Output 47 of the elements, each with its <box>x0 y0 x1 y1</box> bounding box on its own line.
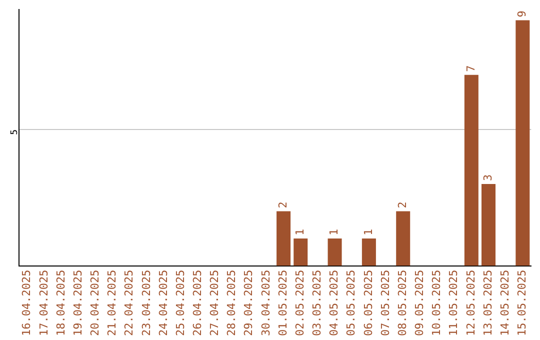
x-tick-label: 10.05.2025 <box>430 270 444 336</box>
x-tick-label: 08.05.2025 <box>396 270 409 336</box>
x-tick-label: 14.05.2025 <box>498 270 512 336</box>
x-tick-label: 13.05.2025 <box>481 270 494 336</box>
bar <box>328 238 342 266</box>
data-label: 1 <box>328 228 341 236</box>
x-tick-label: 05.05.2025 <box>344 270 358 336</box>
x-tick-label: 25.04.2025 <box>174 270 187 336</box>
x-tick-label: 30.04.2025 <box>259 270 272 336</box>
x-tick-label: 24.04.2025 <box>156 270 170 336</box>
x-tick-label: 09.05.2025 <box>413 270 426 336</box>
data-label: 7 <box>464 65 478 72</box>
x-tick-label: 01.05.2025 <box>276 270 290 336</box>
bar <box>464 74 478 266</box>
x-tick-label: 16.04.2025 <box>20 270 34 336</box>
y-tick-label: 5 <box>10 129 20 135</box>
data-label: 9 <box>516 10 529 18</box>
data-label: 2 <box>396 202 409 208</box>
x-tick-label: 28.04.2025 <box>225 270 238 336</box>
x-tick-label: 19.04.2025 <box>71 270 84 336</box>
x-tick-label: 27.04.2025 <box>208 270 222 336</box>
x-tick-label: 15.05.2025 <box>516 270 529 336</box>
data-label: 2 <box>276 202 290 208</box>
bar <box>294 238 308 266</box>
x-tick-label: 18.04.2025 <box>54 270 68 336</box>
x-tick-label: 23.04.2025 <box>140 270 153 336</box>
x-tick-label: 11.05.2025 <box>447 270 460 336</box>
x-tick-label: 21.04.2025 <box>106 270 119 336</box>
bar <box>396 211 410 266</box>
x-tick-label: 26.04.2025 <box>191 270 204 336</box>
x-tick-label: 17.04.2025 <box>37 270 50 336</box>
data-label: 3 <box>481 174 494 181</box>
bar <box>482 184 496 266</box>
x-tick-label: 29.04.2025 <box>242 270 256 336</box>
x-tick-label: 03.05.2025 <box>310 270 324 336</box>
x-tick-label: 20.04.2025 <box>88 270 102 336</box>
x-tick-label: 04.05.2025 <box>328 270 341 336</box>
x-tick-label: 22.04.2025 <box>122 270 136 336</box>
x-tick-label: 12.05.2025 <box>464 270 478 336</box>
x-tick-label: 02.05.2025 <box>293 270 306 336</box>
x-tick-label: 07.05.2025 <box>378 270 392 336</box>
bar <box>516 20 530 266</box>
data-label: 1 <box>293 228 306 236</box>
x-tick-label: 06.05.2025 <box>362 270 375 336</box>
bar <box>362 238 376 266</box>
data-label: 1 <box>362 228 375 236</box>
bar <box>276 211 291 266</box>
